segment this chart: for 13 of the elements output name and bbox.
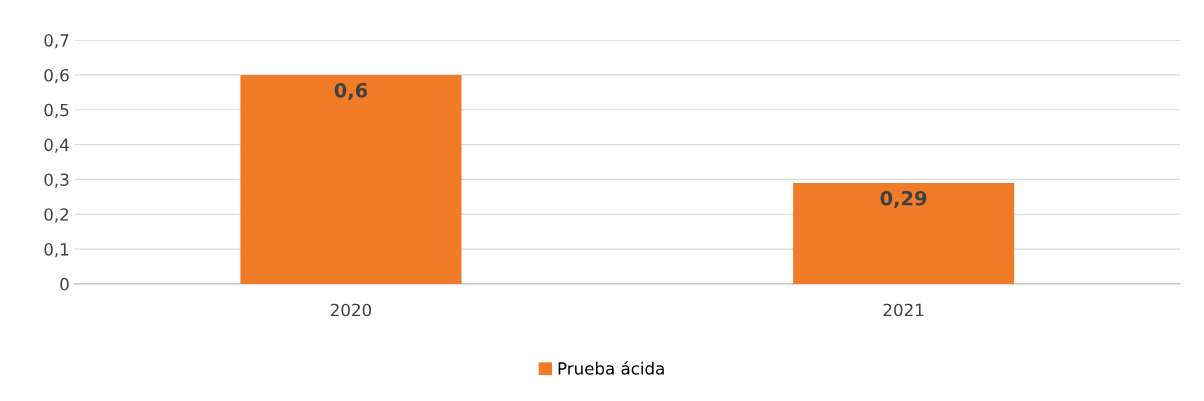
y-tick-label: 0,2 <box>44 208 69 223</box>
y-tick-label: 0,5 <box>44 103 69 119</box>
legend-label: Prueba ácida <box>558 361 664 375</box>
data-label: 0,29 <box>880 190 927 209</box>
y-tick-label: 0,1 <box>44 243 69 258</box>
x-tick-label: 2021 <box>883 303 924 317</box>
data-label: 0,6 <box>334 82 368 101</box>
y-tick-label: 0,6 <box>44 68 69 84</box>
y-tick-label: 0,3 <box>44 173 69 188</box>
x-tick-label: 2020 <box>330 303 372 317</box>
y-tick-label: 0,4 <box>44 138 69 153</box>
y-tick-label: 0,7 <box>44 34 69 49</box>
y-tick-label: 0 <box>60 277 69 291</box>
